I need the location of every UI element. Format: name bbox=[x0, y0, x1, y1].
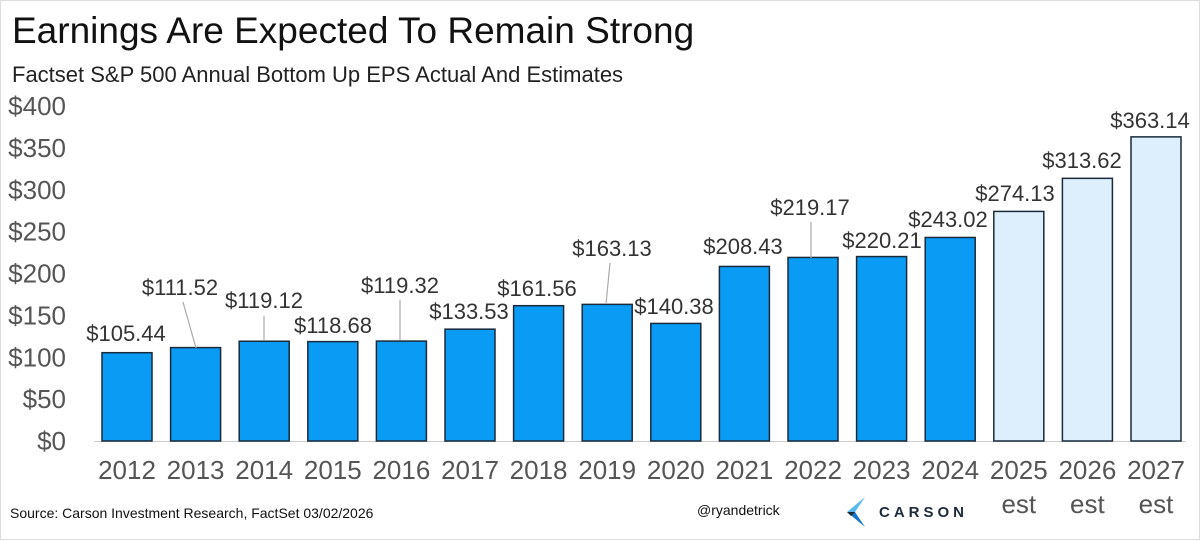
data-label: $119.12 bbox=[225, 288, 303, 313]
carson-logo-icon bbox=[847, 497, 865, 527]
bar-2027 bbox=[1130, 136, 1182, 442]
x-tick-label: 2012 bbox=[98, 455, 156, 485]
x-tick-label: 2019 bbox=[578, 455, 636, 485]
x-tick-label: 2013 bbox=[167, 455, 225, 485]
y-tick-label: $50 bbox=[23, 384, 66, 414]
bar-2018 bbox=[512, 304, 565, 442]
x-tick-label: 2020 bbox=[647, 455, 705, 485]
y-tick-label: $250 bbox=[8, 217, 66, 247]
author-handle: @ryandetrick bbox=[697, 502, 780, 518]
data-label: $161.56 bbox=[497, 276, 577, 301]
bar-2013 bbox=[169, 346, 222, 442]
x-tick-label: 2022 bbox=[784, 455, 842, 485]
x-tick-label: 2027 bbox=[1127, 455, 1185, 485]
y-tick-label: $400 bbox=[8, 91, 66, 121]
carson-logo: CARSON bbox=[845, 497, 968, 527]
y-tick-label: $100 bbox=[8, 342, 66, 372]
data-label: $111.52 bbox=[142, 275, 218, 300]
data-label: $163.13 bbox=[572, 236, 652, 261]
bar-2016 bbox=[375, 340, 428, 442]
data-label: $133.53 bbox=[429, 299, 509, 324]
bar-2023 bbox=[855, 255, 908, 442]
data-label: $363.14 bbox=[1110, 108, 1190, 133]
x-tick-label: est bbox=[1070, 489, 1105, 519]
y-tick-label: $0 bbox=[37, 426, 66, 456]
data-label: $243.02 bbox=[908, 207, 988, 232]
leader-line bbox=[605, 262, 611, 305]
bar-2020 bbox=[650, 322, 702, 442]
y-tick-label: $300 bbox=[8, 175, 66, 205]
bar-2025 bbox=[993, 210, 1045, 442]
data-label: $274.13 bbox=[975, 181, 1055, 206]
bar-2021 bbox=[718, 265, 771, 442]
x-tick-label: 2023 bbox=[853, 455, 911, 485]
x-tick-label: 2026 bbox=[1058, 455, 1116, 485]
data-label: $119.32 bbox=[361, 273, 439, 298]
chart-subtitle: Factset S&P 500 Annual Bottom Up EPS Act… bbox=[12, 62, 624, 87]
data-label: $208.43 bbox=[703, 234, 783, 259]
x-tick-label: 2025 bbox=[990, 455, 1048, 485]
bar-2019 bbox=[581, 303, 633, 442]
bar-2017 bbox=[444, 328, 496, 442]
x-tick-label: 2016 bbox=[372, 455, 430, 485]
logo-text: CARSON bbox=[879, 503, 969, 521]
source-note: Source: Carson Investment Research, Fact… bbox=[10, 505, 374, 521]
chart-title: Earnings Are Expected To Remain Strong bbox=[12, 10, 695, 51]
y-tick-label: $200 bbox=[8, 259, 66, 289]
x-tick-label: est bbox=[1001, 489, 1036, 519]
x-tick-label: est bbox=[1139, 489, 1174, 519]
bar-2026 bbox=[1061, 177, 1114, 442]
bar-2024 bbox=[924, 236, 976, 442]
bar-2015 bbox=[307, 340, 359, 442]
data-label: $118.68 bbox=[294, 313, 372, 338]
x-tick-label: 2017 bbox=[441, 455, 499, 485]
x-tick-label: 2018 bbox=[510, 455, 568, 485]
leader-line bbox=[182, 301, 197, 349]
data-label: $219.17 bbox=[770, 195, 850, 220]
bar-2014 bbox=[238, 340, 290, 442]
bar-2012 bbox=[101, 351, 153, 442]
data-label: $105.44 bbox=[86, 321, 166, 346]
x-tick-label: 2015 bbox=[304, 455, 362, 485]
data-label: $313.62 bbox=[1042, 148, 1122, 173]
bar-2022 bbox=[787, 256, 839, 442]
data-label: $140.38 bbox=[634, 294, 714, 319]
y-tick-label: $150 bbox=[8, 300, 66, 330]
y-tick-label: $350 bbox=[8, 133, 66, 163]
data-label: $220.21 bbox=[842, 228, 922, 253]
x-tick-label: 2024 bbox=[921, 455, 979, 485]
x-tick-label: 2021 bbox=[715, 455, 773, 485]
x-tick-label: 2014 bbox=[235, 455, 293, 485]
